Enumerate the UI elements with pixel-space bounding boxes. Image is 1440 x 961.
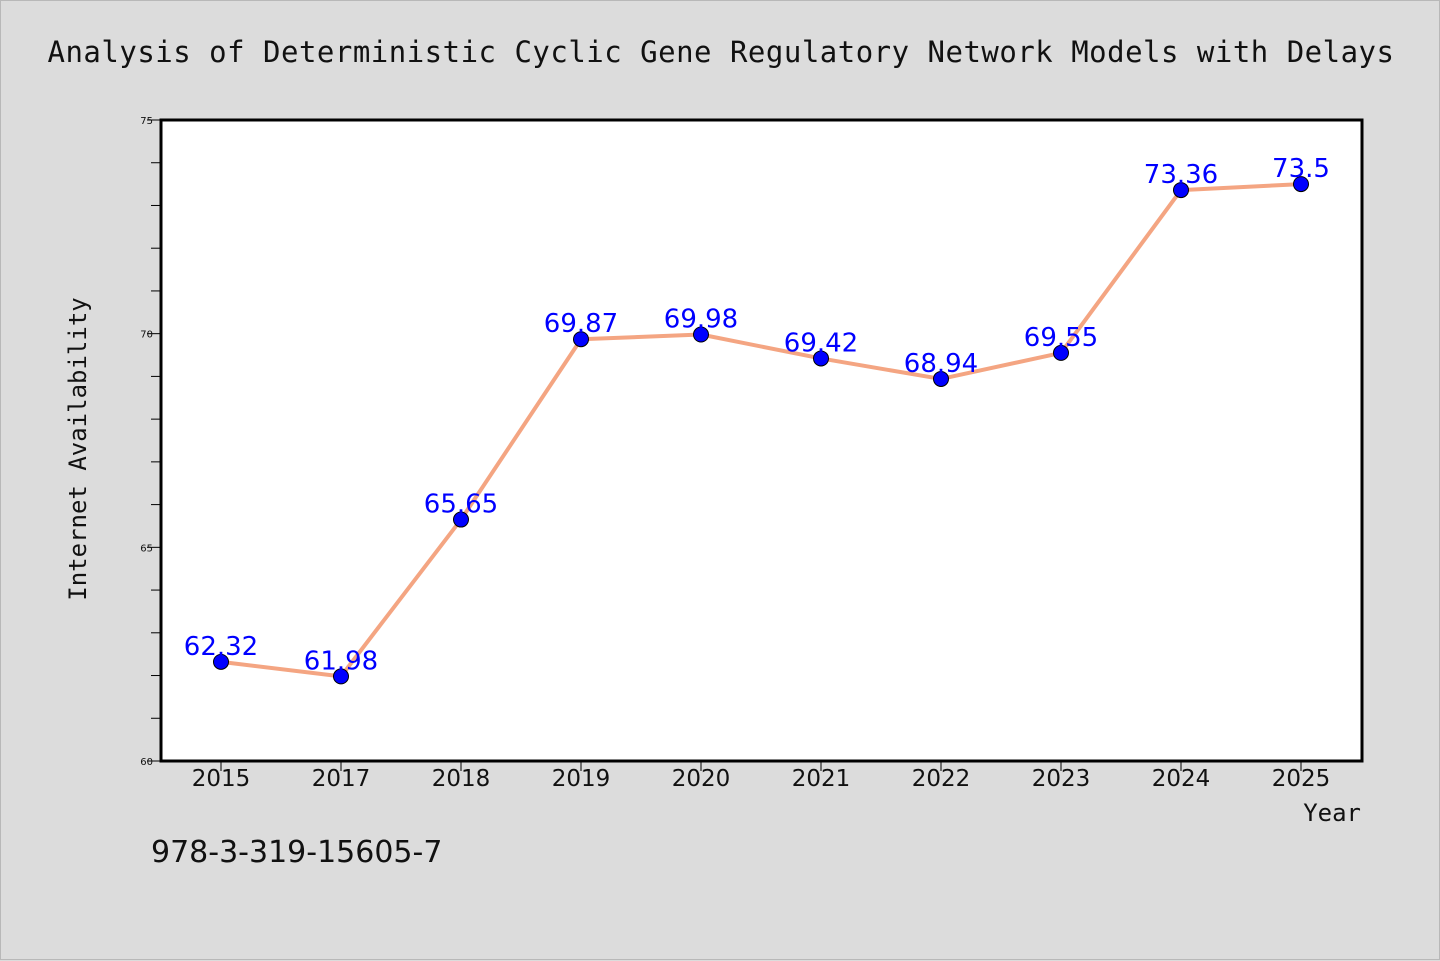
chart-title: Analysis of Deterministic Cyclic Gene Re… xyxy=(47,35,1395,69)
data-point xyxy=(1053,344,1069,361)
data-point xyxy=(1173,182,1189,199)
data-label: 73.5 xyxy=(1272,154,1330,184)
data-point xyxy=(693,326,709,343)
y-tick-label: 65 xyxy=(140,543,153,554)
x-tick-label: 2023 xyxy=(1032,766,1091,792)
y-tick-label: 70 xyxy=(140,330,153,341)
x-tick-label: 2021 xyxy=(792,766,851,792)
x-tick-label: 2025 xyxy=(1272,766,1331,792)
data-point xyxy=(453,511,469,528)
footnote: 978-3-319-15605-7 xyxy=(151,835,443,870)
y-tick-label: 75 xyxy=(140,116,153,127)
plot-area xyxy=(159,118,1364,763)
x-tick-label: 2019 xyxy=(552,766,611,792)
x-tick-label: 2018 xyxy=(432,766,491,792)
data-label: 69.87 xyxy=(544,309,618,339)
x-tick-label: 2020 xyxy=(672,766,731,792)
data-point xyxy=(933,370,949,387)
x-tick-label: 2022 xyxy=(912,766,971,792)
data-point xyxy=(213,653,229,670)
data-point xyxy=(813,350,829,367)
x-tick-label: 2024 xyxy=(1152,766,1211,792)
data-point xyxy=(1293,176,1309,193)
data-label: 68.94 xyxy=(904,349,978,379)
data-label: 69.98 xyxy=(664,305,738,335)
data-label: 73.36 xyxy=(1144,160,1218,190)
x-axis-title: Year xyxy=(1303,799,1361,827)
x-tick-label: 2017 xyxy=(312,766,371,792)
y-axis: 60 65 70 75 xyxy=(140,116,161,768)
x-axis: 2015 2017 2018 2019 2020 2021 2022 2023 2024 2025 xyxy=(192,761,1331,792)
y-tick-label: 60 xyxy=(140,757,153,768)
series-line xyxy=(219,182,1303,679)
series-group: 62.32 61.98 65.65 69.87 69.98 69.42 68.94 69.55… xyxy=(184,154,1330,685)
data-label: 65.65 xyxy=(424,490,498,520)
x-tick-label: 2015 xyxy=(192,766,251,792)
data-label: 69.55 xyxy=(1024,323,1098,353)
data-point xyxy=(573,331,589,348)
y-axis-title: Internet Availability xyxy=(64,297,92,600)
data-label: 62.32 xyxy=(184,632,258,662)
data-point xyxy=(333,668,349,685)
data-label: 61.98 xyxy=(304,646,378,676)
data-label: 69.42 xyxy=(784,328,858,358)
